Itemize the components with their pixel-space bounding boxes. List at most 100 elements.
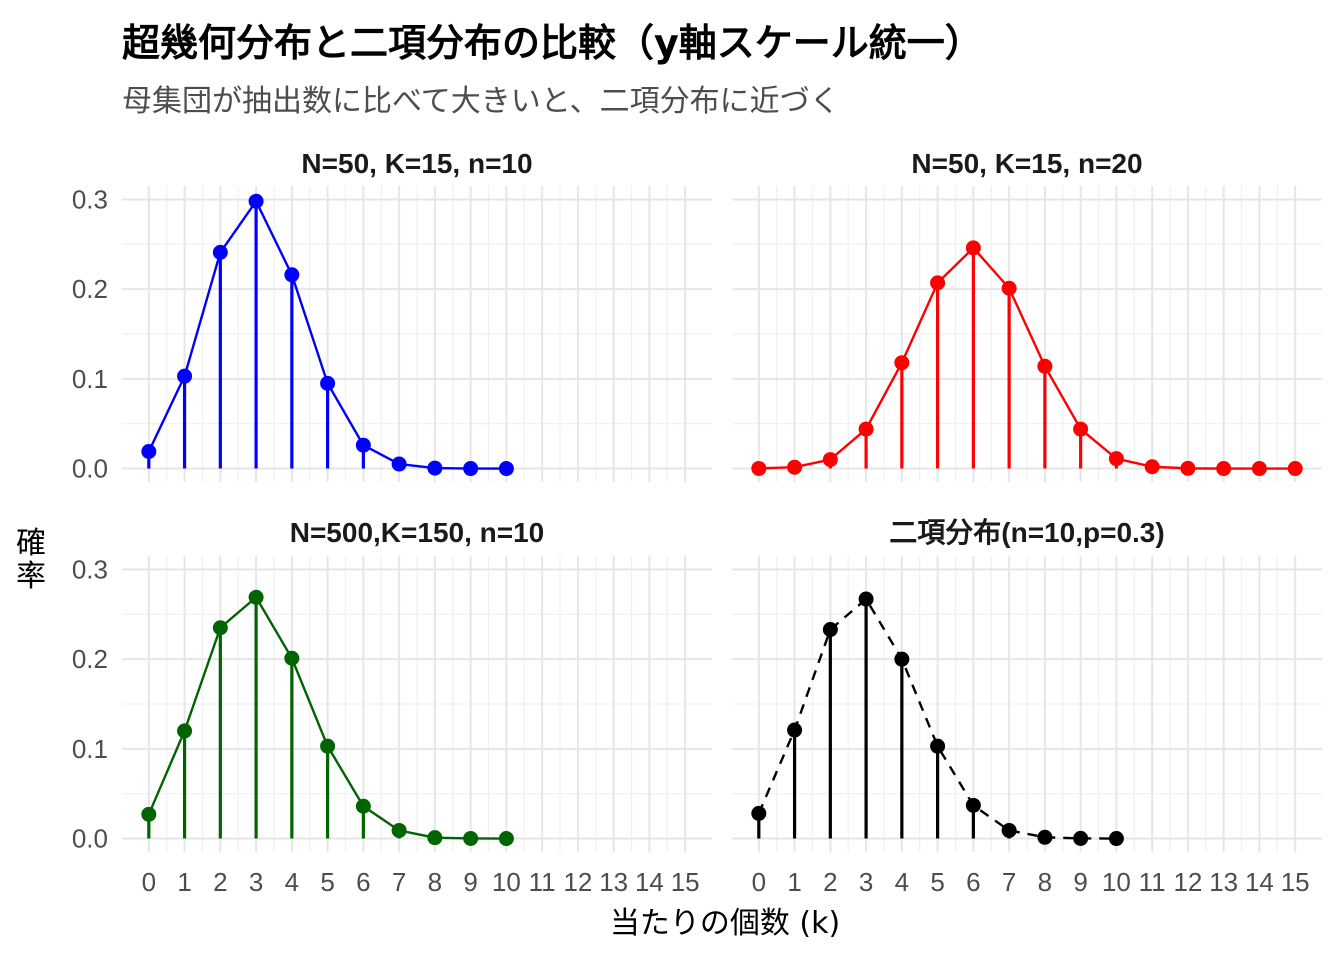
x-tick-label: 3	[859, 867, 873, 897]
data-point	[1108, 831, 1124, 847]
y-tick-label: 0.0	[72, 824, 108, 854]
data-point	[177, 723, 193, 739]
data-point	[1287, 461, 1303, 477]
facet-title: N=50, K=15, n=10	[301, 148, 532, 179]
x-tick-label: 12	[563, 867, 592, 897]
data-point	[248, 193, 264, 209]
x-tick-label: 1	[177, 867, 191, 897]
x-tick-label: 9	[463, 867, 477, 897]
data-point	[1180, 460, 1196, 476]
facet-panel-1: N=50, K=15, n=10 0.0 0.1 0.2 0.3	[72, 148, 712, 484]
data-point	[248, 589, 264, 605]
data-point	[212, 620, 228, 636]
data-point	[320, 375, 336, 391]
data-point	[822, 622, 838, 638]
chart-subtitle: 母集団が抽出数に比べて大きいと、二項分布に近づく	[122, 84, 840, 119]
x-tick-label: 4	[285, 867, 299, 897]
facet-panel-4: 二項分布(n=10,p=0.3)0 1 2 3 4 5 6 7 8 9 10 11 12 13 14 15	[732, 517, 1322, 897]
data-point	[355, 798, 371, 814]
x-tick-label: 9	[1073, 867, 1087, 897]
x-tick-label: 11	[1139, 867, 1166, 897]
data-point	[858, 591, 874, 607]
data-point	[965, 240, 981, 256]
x-tick-label: 15	[1281, 867, 1310, 897]
data-point	[141, 806, 157, 822]
data-point	[822, 452, 838, 468]
facet-title: 二項分布(n=10,p=0.3)	[889, 517, 1164, 548]
x-tick-label: 0	[752, 867, 766, 897]
data-point	[391, 822, 407, 838]
x-tick-label: 3	[249, 867, 263, 897]
x-tick-label: 8	[1038, 867, 1052, 897]
data-point	[427, 460, 443, 476]
data-point	[498, 461, 514, 477]
data-point	[463, 461, 479, 477]
data-point	[894, 651, 910, 667]
x-tick-label: 5	[930, 867, 944, 897]
x-tick-label: 15	[671, 867, 700, 897]
y-tick-label: 0.0	[72, 454, 108, 484]
x-tick-label: 2	[213, 867, 227, 897]
data-point	[751, 460, 767, 476]
data-point	[284, 267, 300, 283]
data-point	[177, 368, 193, 384]
data-point	[355, 437, 371, 453]
x-tick-label: 0	[142, 867, 156, 897]
data-point	[284, 650, 300, 666]
data-point	[463, 830, 479, 846]
y-tick-label: 0.3	[72, 554, 108, 584]
data-point	[787, 459, 803, 475]
data-point	[212, 244, 228, 260]
x-tick-label: 13	[1209, 867, 1238, 897]
data-point	[930, 738, 946, 754]
x-tick-label: 11	[529, 867, 556, 897]
y-tick-label: 0.1	[72, 364, 108, 394]
x-tick-label: 14	[635, 867, 664, 897]
data-point	[751, 805, 767, 821]
x-tick-label: 2	[823, 867, 837, 897]
data-point	[930, 275, 946, 291]
x-axis-label: 当たりの個数 (k)	[609, 906, 841, 941]
data-point	[391, 456, 407, 472]
data-point	[1037, 829, 1053, 845]
x-tick-label: 14	[1245, 867, 1274, 897]
x-tick-label: 7	[392, 867, 406, 897]
data-point	[965, 797, 981, 813]
x-tick-label: 7	[1002, 867, 1016, 897]
facet-title: N=50, K=15, n=20	[911, 148, 1142, 179]
data-point	[858, 421, 874, 437]
data-point	[1108, 451, 1124, 467]
facet-panel-2: N=50, K=15, n=20	[732, 148, 1322, 482]
y-axis-label: 確率	[16, 526, 46, 594]
data-point	[1037, 358, 1053, 374]
y-tick-label: 0.2	[72, 274, 108, 304]
x-tick-label: 12	[1173, 867, 1202, 897]
y-tick-label: 0.1	[72, 734, 108, 764]
data-point	[498, 831, 514, 847]
data-point	[894, 355, 910, 371]
data-point	[1144, 459, 1160, 475]
series-line	[758, 246, 1296, 470]
data-point	[787, 722, 803, 738]
data-point	[1251, 461, 1267, 477]
data-point	[1073, 830, 1089, 846]
x-tick-label: 10	[1102, 867, 1131, 897]
x-tick-label: 8	[428, 867, 442, 897]
y-tick-label: 0.2	[72, 644, 108, 674]
data-point	[1073, 421, 1089, 437]
data-point	[427, 830, 443, 846]
x-tick-label: 4	[895, 867, 909, 897]
x-tick-label: 10	[492, 867, 521, 897]
data-point	[1216, 461, 1232, 477]
facet-panel-3: N=500,K=150, n=100.00.10.20.30 1 2 3 4 5 6 7 8 9 1…	[72, 517, 712, 897]
x-tick-label: 6	[356, 867, 370, 897]
y-tick-label: 0.3	[72, 184, 108, 214]
chart-title: 超幾何分布と二項分布の比較（y軸スケール統一）	[122, 21, 983, 65]
data-point	[1001, 280, 1017, 296]
x-tick-label: 13	[599, 867, 628, 897]
x-tick-label: 6	[966, 867, 980, 897]
x-tick-label: 5	[320, 867, 334, 897]
data-point	[1001, 822, 1017, 838]
x-tick-label: 1	[787, 867, 801, 897]
